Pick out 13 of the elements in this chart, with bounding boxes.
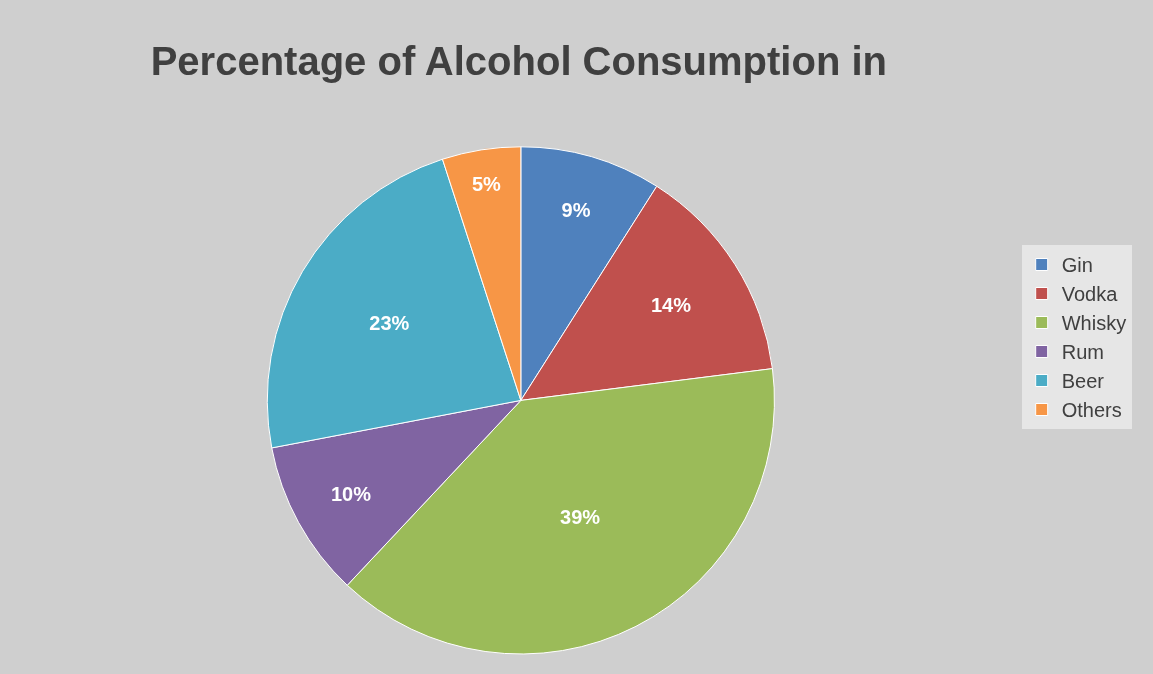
- legend-label: Rum: [1061, 341, 1104, 364]
- data-label: 23%: [369, 311, 410, 334]
- data-label: 39%: [560, 505, 601, 528]
- legend-label: Beer: [1061, 370, 1105, 393]
- data-label: 14%: [650, 294, 692, 317]
- legend-label: Whisky: [1061, 312, 1127, 335]
- data-label: 10%: [330, 482, 372, 505]
- legend-label: Vodka: [1061, 283, 1119, 306]
- data-label: 9%: [561, 198, 591, 221]
- legend-label: Gin: [1061, 254, 1093, 277]
- data-label: 5%: [471, 172, 502, 195]
- legend-label: Others: [1061, 399, 1122, 422]
- chart-title: Percentage of Alcohol Consumption in: [150, 39, 888, 84]
